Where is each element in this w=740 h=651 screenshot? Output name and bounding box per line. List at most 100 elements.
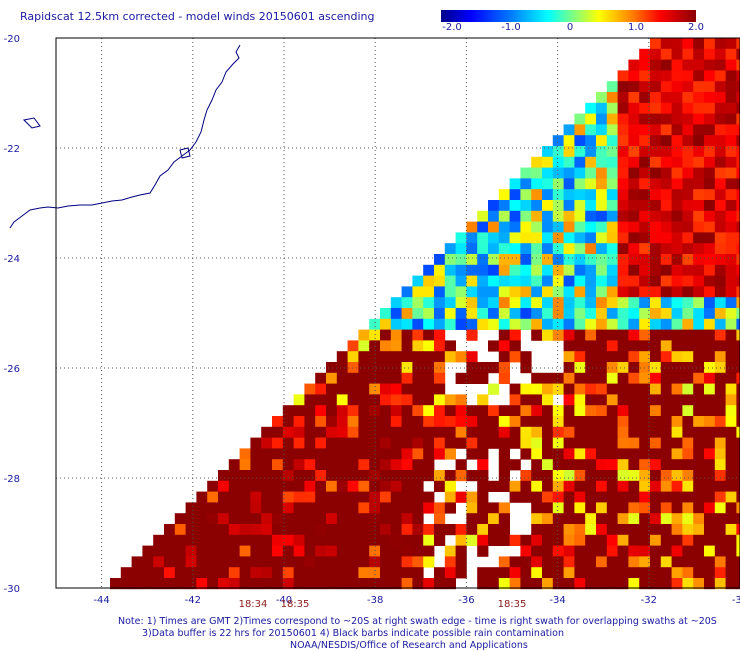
wind-cell <box>520 416 532 428</box>
wind-cell <box>660 372 672 384</box>
wind-cell <box>650 470 662 482</box>
wind-cell <box>390 426 402 438</box>
wind-cell <box>304 524 316 536</box>
wind-cell <box>682 502 694 514</box>
wind-cell <box>520 264 532 276</box>
wind-cell <box>714 113 726 125</box>
wind-cell <box>326 383 338 395</box>
wind-cell <box>725 578 737 590</box>
wind-cell <box>585 372 597 384</box>
wind-cell <box>261 534 273 546</box>
coastline <box>179 147 191 159</box>
wind-cell <box>444 524 456 536</box>
wind-cell <box>671 513 683 525</box>
wind-cell <box>596 210 608 222</box>
wind-cell <box>650 567 662 579</box>
wind-cell <box>693 448 705 460</box>
wind-cell <box>336 416 348 428</box>
wind-cell <box>358 383 370 395</box>
wind-cell <box>736 81 740 93</box>
wind-cell <box>444 275 456 287</box>
wind-cell <box>650 264 662 276</box>
wind-cell <box>261 502 273 514</box>
wind-cell <box>444 480 456 492</box>
wind-cell <box>671 210 683 222</box>
wind-cell <box>488 567 500 579</box>
wind-cell <box>531 232 543 244</box>
wind-cell <box>347 534 359 546</box>
wind-cell <box>682 124 694 136</box>
wind-cell <box>736 405 740 417</box>
wind-cell <box>401 534 413 546</box>
wind-cell <box>585 264 597 276</box>
wind-cell <box>671 578 683 590</box>
wind-cell <box>596 318 608 330</box>
wind-cell <box>704 308 716 320</box>
wind-cell <box>725 113 737 125</box>
wind-cell <box>704 264 716 276</box>
wind-cell <box>455 534 467 546</box>
wind-cell <box>477 221 489 233</box>
wind-cell <box>293 578 305 590</box>
wind-cell <box>272 416 284 428</box>
wind-cell <box>412 448 424 460</box>
wind-cell <box>444 264 456 276</box>
wind-cell <box>531 545 543 557</box>
wind-cell <box>704 372 716 384</box>
wind-cell <box>574 524 586 536</box>
wind-cell <box>671 491 683 503</box>
wind-cell <box>509 254 521 266</box>
wind-cell <box>390 524 402 536</box>
wind-cell <box>531 308 543 320</box>
wind-cell <box>444 556 456 568</box>
wind-cell <box>596 221 608 233</box>
wind-cell <box>574 286 586 298</box>
wind-cell <box>390 513 402 525</box>
wind-cell <box>390 448 402 460</box>
wind-cell <box>477 372 489 384</box>
wind-cell <box>347 459 359 471</box>
wind-cell <box>380 567 392 579</box>
wind-cell <box>531 275 543 287</box>
wind-cell <box>218 534 230 546</box>
wind-cell <box>552 480 564 492</box>
wind-cell <box>509 351 521 363</box>
wind-cell <box>401 502 413 514</box>
wind-cell <box>326 372 338 384</box>
wind-cell <box>585 426 597 438</box>
wind-cell <box>509 491 521 503</box>
wind-cell <box>671 394 683 406</box>
wind-cell <box>239 556 251 568</box>
wind-cell <box>660 491 672 503</box>
wind-cell <box>628 459 640 471</box>
wind-cell <box>714 329 726 341</box>
wind-cell <box>380 318 392 330</box>
wind-cell <box>660 470 672 482</box>
wind-cell <box>639 567 651 579</box>
wind-cell <box>412 470 424 482</box>
wind-cell <box>574 124 586 136</box>
wind-cell <box>714 146 726 158</box>
wind-cell <box>585 362 597 374</box>
wind-cell <box>261 491 273 503</box>
note-line-3: NOAA/NESDIS/Office of Research and Appli… <box>290 640 528 651</box>
wind-cell <box>606 146 618 158</box>
wind-cell <box>660 189 672 201</box>
wind-cell <box>606 318 618 330</box>
wind-cell <box>390 480 402 492</box>
wind-cell <box>617 92 629 104</box>
wind-cell <box>617 102 629 114</box>
wind-cell <box>498 567 510 579</box>
wind-cell <box>498 351 510 363</box>
wind-cell <box>682 318 694 330</box>
wind-cell <box>498 340 510 352</box>
wind-cell <box>326 567 338 579</box>
wind-cell <box>650 156 662 168</box>
wind-cell <box>552 416 564 428</box>
wind-cell <box>606 426 618 438</box>
wind-cell <box>315 416 327 428</box>
wind-cell <box>444 243 456 255</box>
wind-cell <box>444 578 456 590</box>
wind-cell <box>574 297 586 309</box>
wind-cell <box>574 491 586 503</box>
